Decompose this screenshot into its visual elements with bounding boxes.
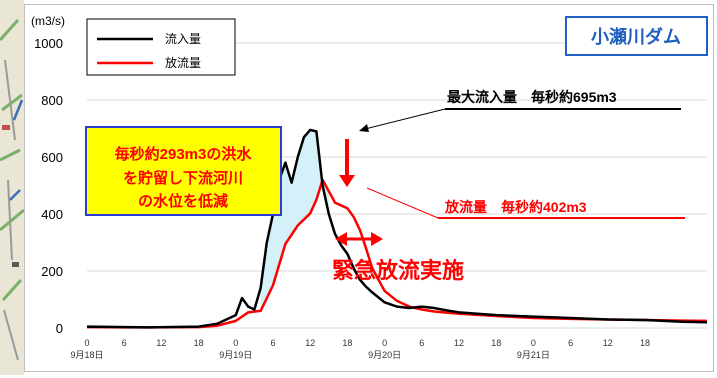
x-tick-label: 6 [122, 338, 127, 348]
x-tick-label: 6 [270, 338, 275, 348]
outflow-leader-line [366, 187, 439, 219]
x-tick-label: 6 [419, 338, 424, 348]
storage-note-line-2: を貯留し下流河川 [123, 169, 243, 187]
peak-leader-line [364, 108, 446, 130]
x-tick-label: 18 [491, 338, 501, 348]
x-tick-label: 18 [342, 338, 352, 348]
legend-box [86, 18, 236, 76]
x-tick-label: 0 [382, 338, 387, 348]
legend: 流入量 放流量 [86, 18, 236, 76]
date-label: 9月20日 [368, 350, 401, 360]
date-labels: 9月18日 9月19日 9月20日 9月21日 [70, 350, 549, 360]
dam-title-box [565, 16, 708, 56]
x-tick-labels: 0 6 12 18 0 6 12 18 0 6 12 18 0 6 12 18 [84, 338, 650, 348]
y-tick-label: 600 [41, 150, 63, 165]
x-tick-label: 0 [84, 338, 89, 348]
emergency-arrow-left-head [335, 232, 347, 246]
series-lines [86, 128, 708, 329]
inflow-series-line [86, 128, 708, 329]
x-tick-label: 12 [603, 338, 613, 348]
emergency-discharge-label: 緊急放流実施 [332, 258, 464, 283]
peak-leader-arrowhead [359, 124, 369, 132]
y-tick-label: 200 [41, 264, 63, 279]
x-tick-label: 12 [305, 338, 315, 348]
date-label: 9月21日 [517, 350, 550, 360]
peak-inflow-label: 最大流入量 毎秒約695m3 [447, 89, 617, 105]
unit-label: (m3/s) [31, 14, 65, 28]
x-tick-label: 12 [454, 338, 464, 348]
x-tick-label: 0 [233, 338, 238, 348]
y-tick-label: 0 [56, 321, 63, 336]
y-tick-label: 400 [41, 207, 63, 222]
map-background-strip [0, 0, 24, 375]
y-tick-labels: 0 200 400 600 800 1000 [34, 36, 63, 336]
date-label: 9月19日 [219, 350, 252, 360]
storage-note-line-3: の水位を低減 [138, 192, 228, 210]
x-tick-label: 18 [194, 338, 204, 348]
y-tick-label: 800 [41, 93, 63, 108]
storage-note-line-1: 毎秒約293m3の洪水 [115, 145, 253, 163]
x-tick-label: 12 [156, 338, 166, 348]
x-tick-label: 0 [531, 338, 536, 348]
x-tick-label: 6 [568, 338, 573, 348]
storage-note-box [85, 126, 282, 216]
chart-frame: 0 200 400 600 800 1000 0 6 12 18 0 6 12 18 0 6 12 18 0 6 12… [24, 4, 714, 372]
y-tick-label: 1000 [34, 36, 63, 51]
legend-outflow-label: 放流量 [165, 55, 201, 70]
map-strip-graphic [0, 0, 24, 375]
emergency-arrow-right-head [371, 232, 383, 246]
date-label: 9月18日 [70, 350, 103, 360]
dam-title: 小瀬川ダム [591, 26, 681, 47]
outflow-label: 放流量 毎秒約402m3 [444, 199, 587, 215]
reduction-arrow-head [339, 175, 355, 187]
hydrograph-chart: 0 200 400 600 800 1000 0 6 12 18 0 6 12 18 0 6 12 18 0 6 12… [31, 14, 708, 360]
x-tick-label: 18 [640, 338, 650, 348]
legend-inflow-label: 流入量 [165, 32, 201, 46]
